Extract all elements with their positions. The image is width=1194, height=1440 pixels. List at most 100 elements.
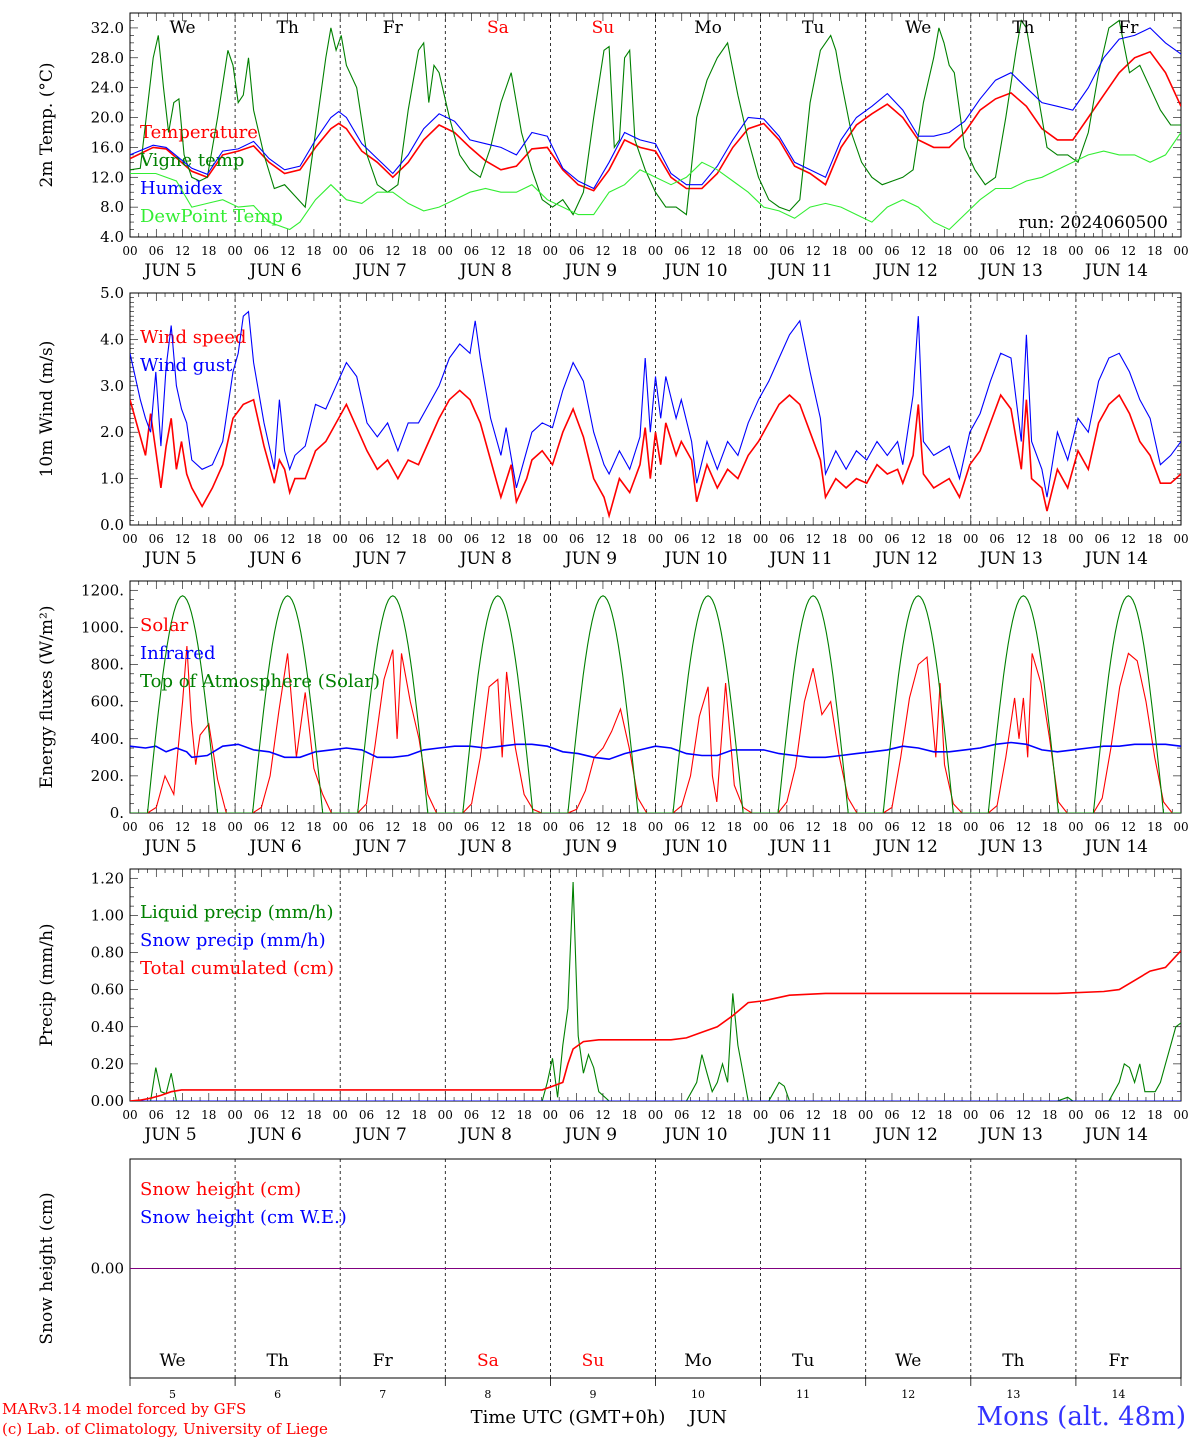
y-tick-label: 4.0 xyxy=(100,330,124,348)
x-date-label: JUN 7 xyxy=(353,261,407,281)
x-hour-label: 00 xyxy=(1173,1108,1188,1122)
x-hour-label: 00 xyxy=(1068,820,1083,834)
x-hour-label: 06 xyxy=(989,244,1004,258)
x-hour-label: 12 xyxy=(595,1108,610,1122)
panel-3: 0. 200. 400. 600. 800. 1000. 1200. 00 06 12 18 JUN … xyxy=(37,580,1189,857)
panel-4: 0.00 0.20 0.40 0.60 0.80 1.00 1.20 00 06 12 18 JUN … xyxy=(37,868,1189,1145)
x-hour-label: 18 xyxy=(727,1108,742,1122)
x-date-label: JUN 14 xyxy=(1083,837,1148,857)
y-tick-label: 600. xyxy=(91,693,124,711)
day-number-label: 9 xyxy=(589,1388,596,1401)
x-hour-label: 00 xyxy=(963,820,978,834)
x-hour-label: 12 xyxy=(806,532,821,546)
y-tick-label: 2.0 xyxy=(100,423,124,441)
y-axis-title: 2m Temp. (°C) xyxy=(37,62,57,187)
y-axis-title: 10m Wind (m/s) xyxy=(37,341,57,478)
x-hour-label: 12 xyxy=(175,244,190,258)
lab-credit: (c) Lab. of Climatology, University of L… xyxy=(2,1420,328,1438)
x-date-label: JUN 10 xyxy=(663,1125,728,1145)
weekday-label: Fr xyxy=(383,18,404,38)
x-hour-label: 06 xyxy=(1095,1108,1110,1122)
x-hour-label: 18 xyxy=(727,820,742,834)
x-hour-label: 12 xyxy=(595,244,610,258)
x-hour-label: 06 xyxy=(674,532,689,546)
x-hour-label: 12 xyxy=(1016,1108,1031,1122)
x-hour-label: 18 xyxy=(622,532,637,546)
x-hour-label: 06 xyxy=(1095,820,1110,834)
x-hour-label: 18 xyxy=(1147,820,1162,834)
x-date-label: JUN 10 xyxy=(663,837,728,857)
y-tick-label: 28.0 xyxy=(91,49,124,67)
x-hour-label: 06 xyxy=(569,1108,584,1122)
x-hour-label: 00 xyxy=(963,532,978,546)
y-tick-label: 32.0 xyxy=(91,19,124,37)
x-hour-label: 06 xyxy=(884,1108,899,1122)
x-hour-label: 00 xyxy=(753,244,768,258)
x-hour-label: 12 xyxy=(1016,244,1031,258)
x-date-label: JUN 14 xyxy=(1083,261,1148,281)
x-hour-label: 06 xyxy=(254,244,269,258)
x-hour-label: 12 xyxy=(385,1108,400,1122)
x-hour-label: 12 xyxy=(175,532,190,546)
x-date-label: JUN 13 xyxy=(978,1125,1043,1145)
x-date-label: JUN 12 xyxy=(873,837,938,857)
day-number-label: 8 xyxy=(484,1388,491,1401)
weekday-label: Sa xyxy=(487,18,509,38)
weekday-label: Tu xyxy=(802,18,824,38)
model-credit: MARv3.14 model forced by GFS xyxy=(2,1400,247,1418)
x-hour-label: 00 xyxy=(333,820,348,834)
x-hour-label: 00 xyxy=(438,820,453,834)
x-hour-label: 18 xyxy=(832,820,847,834)
x-hour-label: 06 xyxy=(569,532,584,546)
x-hour-label: 06 xyxy=(779,244,794,258)
x-hour-label: 12 xyxy=(700,820,715,834)
x-hour-label: 00 xyxy=(122,820,137,834)
x-hour-label: 00 xyxy=(858,532,873,546)
x-hour-label: 00 xyxy=(963,244,978,258)
weekday-label: We xyxy=(159,1351,185,1371)
x-hour-label: 00 xyxy=(1173,244,1188,258)
x-hour-label: 12 xyxy=(595,532,610,546)
x-hour-label: 00 xyxy=(122,244,137,258)
x-date-label: JUN 11 xyxy=(768,549,833,569)
x-hour-label: 06 xyxy=(254,1108,269,1122)
x-hour-label: 12 xyxy=(385,532,400,546)
x-hour-label: 00 xyxy=(1068,1108,1083,1122)
legend-entry: Solar xyxy=(140,615,189,636)
series-vigne-temp xyxy=(130,19,1181,216)
x-date-label: JUN 13 xyxy=(978,837,1043,857)
day-number-label: 11 xyxy=(796,1388,810,1401)
x-hour-label: 06 xyxy=(569,244,584,258)
y-tick-label: 200. xyxy=(91,767,124,785)
x-hour-label: 12 xyxy=(700,1108,715,1122)
x-date-label: JUN 14 xyxy=(1083,549,1148,569)
x-hour-label: 06 xyxy=(464,532,479,546)
weekday-label: Fr xyxy=(373,1351,394,1371)
x-date-label: JUN 7 xyxy=(353,837,407,857)
x-hour-label: 06 xyxy=(149,820,164,834)
x-hour-label: 18 xyxy=(306,820,321,834)
x-hour-label: 12 xyxy=(1121,1108,1136,1122)
x-date-label: JUN 5 xyxy=(142,1125,196,1145)
x-hour-label: 06 xyxy=(989,532,1004,546)
x-hour-label: 12 xyxy=(1121,244,1136,258)
weekday-label: We xyxy=(169,18,195,38)
x-hour-label: 12 xyxy=(1121,820,1136,834)
x-hour-label: 12 xyxy=(700,244,715,258)
x-hour-label: 12 xyxy=(806,244,821,258)
x-hour-label: 18 xyxy=(306,244,321,258)
x-hour-label: 12 xyxy=(175,820,190,834)
x-hour-label: 18 xyxy=(1147,1108,1162,1122)
x-date-label: JUN 6 xyxy=(248,837,302,857)
legend-entry: Top of Atmosphere (Solar) xyxy=(140,671,380,692)
x-date-label: JUN 8 xyxy=(458,261,512,281)
x-hour-label: 00 xyxy=(333,244,348,258)
day-number-label: 6 xyxy=(274,1388,281,1401)
x-hour-label: 00 xyxy=(753,532,768,546)
legend-entry: Vigne temp xyxy=(139,150,244,171)
x-axis-title: Time UTC (GMT+0h) xyxy=(471,1407,666,1428)
x-hour-label: 00 xyxy=(543,1108,558,1122)
x-date-label: JUN 12 xyxy=(873,1125,938,1145)
x-hour-label: 18 xyxy=(1042,820,1057,834)
